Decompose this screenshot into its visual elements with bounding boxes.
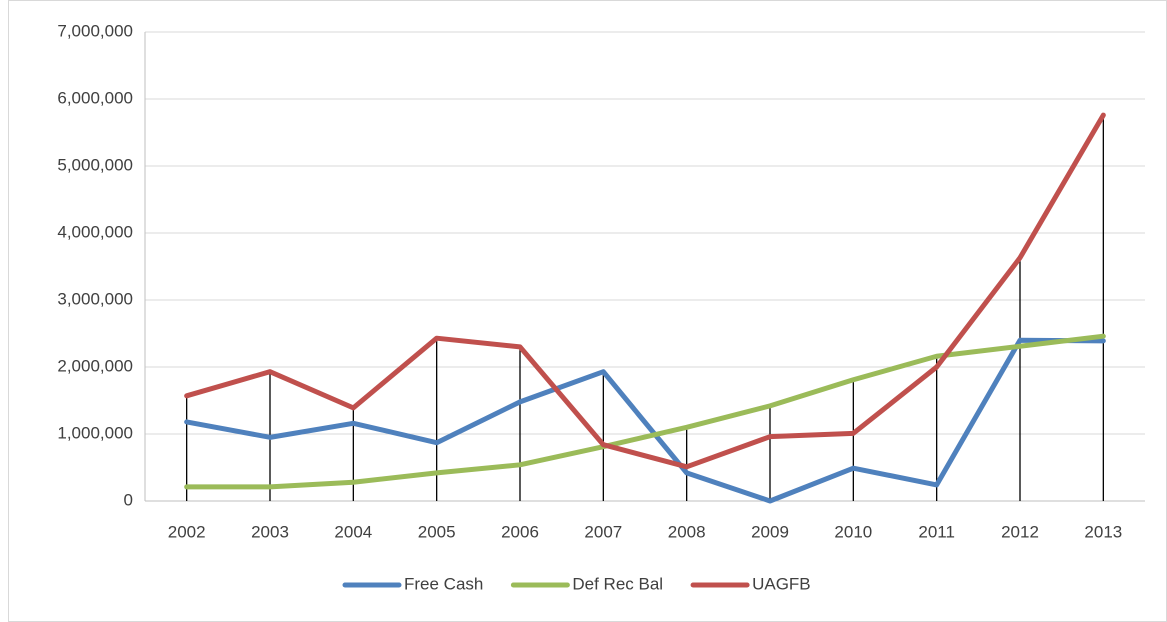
y-tick-label: 4,000,000: [57, 222, 133, 241]
x-tick-label: 2007: [584, 522, 622, 541]
x-tick-label: 2008: [668, 522, 706, 541]
y-tick-label: 5,000,000: [57, 155, 133, 174]
x-tick-label: 2003: [251, 522, 289, 541]
x-tick-label: 2011: [918, 522, 955, 541]
y-tick-label: 6,000,000: [57, 88, 133, 107]
y-tick-label: 2,000,000: [57, 356, 133, 375]
x-tick-label: 2004: [334, 522, 372, 541]
x-tick-label: 2010: [834, 522, 872, 541]
y-tick-label: 1,000,000: [57, 423, 133, 442]
x-tick-label: 2012: [1001, 522, 1039, 541]
y-tick-label: 7,000,000: [57, 21, 133, 40]
x-tick-label: 2013: [1084, 522, 1122, 541]
series-line: [184, 337, 1106, 504]
y-tick-label: 3,000,000: [57, 289, 133, 308]
series-line: [184, 333, 1106, 490]
series-line: [184, 112, 1106, 470]
legend-label: Free Cash: [404, 574, 483, 593]
x-tick-label: 2006: [501, 522, 539, 541]
x-tick-label: 2002: [168, 522, 206, 541]
x-tick-label: 2005: [418, 522, 456, 541]
y-tick-label: 0: [124, 490, 133, 509]
legend-label: Def Rec Bal: [572, 574, 663, 593]
legend-label: UAGFB: [752, 574, 811, 593]
x-tick-label: 2009: [751, 522, 789, 541]
chart-border: [8, 0, 1167, 622]
